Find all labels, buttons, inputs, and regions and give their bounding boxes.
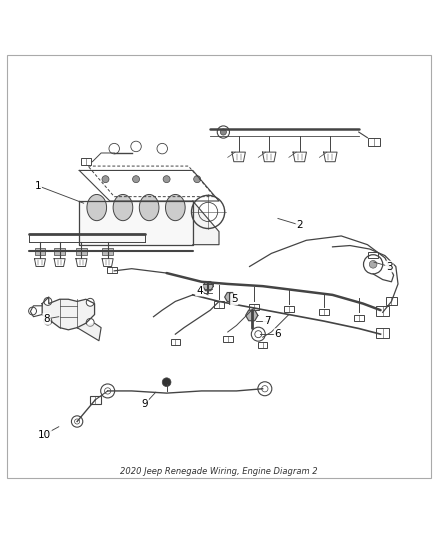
- Bar: [376, 328, 389, 338]
- Circle shape: [133, 176, 140, 183]
- Bar: [35, 248, 45, 255]
- Circle shape: [220, 129, 226, 135]
- Bar: [354, 314, 364, 321]
- Circle shape: [44, 317, 52, 325]
- Text: 1: 1: [35, 181, 41, 191]
- Circle shape: [28, 307, 36, 315]
- Text: 10: 10: [38, 430, 51, 440]
- Circle shape: [102, 176, 109, 183]
- Circle shape: [163, 176, 170, 183]
- Bar: [214, 302, 224, 308]
- Polygon shape: [246, 310, 258, 321]
- Text: 6: 6: [275, 329, 281, 339]
- Bar: [376, 306, 389, 316]
- Bar: [54, 248, 65, 255]
- Text: 3: 3: [386, 262, 392, 271]
- Polygon shape: [42, 297, 95, 330]
- Bar: [258, 342, 268, 348]
- Bar: [386, 297, 397, 305]
- Text: 8: 8: [43, 314, 50, 324]
- Bar: [368, 138, 380, 146]
- Ellipse shape: [166, 195, 185, 221]
- Bar: [170, 338, 180, 345]
- Bar: [81, 158, 91, 165]
- Ellipse shape: [87, 195, 106, 221]
- Bar: [107, 266, 117, 273]
- Circle shape: [44, 297, 52, 305]
- Circle shape: [86, 298, 94, 306]
- Text: 2020 Jeep Renegade Wiring, Engine Diagram 2: 2020 Jeep Renegade Wiring, Engine Diagra…: [120, 467, 318, 476]
- Bar: [249, 304, 259, 310]
- Polygon shape: [79, 201, 193, 245]
- Polygon shape: [203, 281, 213, 290]
- Text: 4: 4: [196, 286, 203, 295]
- Bar: [76, 248, 87, 255]
- Bar: [102, 248, 113, 255]
- Bar: [90, 396, 101, 403]
- Polygon shape: [225, 293, 235, 302]
- Bar: [223, 336, 233, 343]
- Text: 7: 7: [264, 316, 270, 326]
- Polygon shape: [77, 323, 101, 341]
- Text: 5: 5: [231, 294, 237, 304]
- Text: 2: 2: [297, 220, 303, 230]
- Ellipse shape: [139, 195, 159, 221]
- Bar: [368, 252, 378, 257]
- Circle shape: [369, 261, 377, 268]
- Bar: [284, 306, 293, 312]
- Text: 9: 9: [141, 399, 148, 409]
- Circle shape: [86, 318, 94, 326]
- Circle shape: [194, 176, 201, 183]
- Bar: [319, 309, 328, 315]
- Circle shape: [162, 378, 171, 386]
- Polygon shape: [193, 201, 219, 245]
- Ellipse shape: [113, 195, 133, 221]
